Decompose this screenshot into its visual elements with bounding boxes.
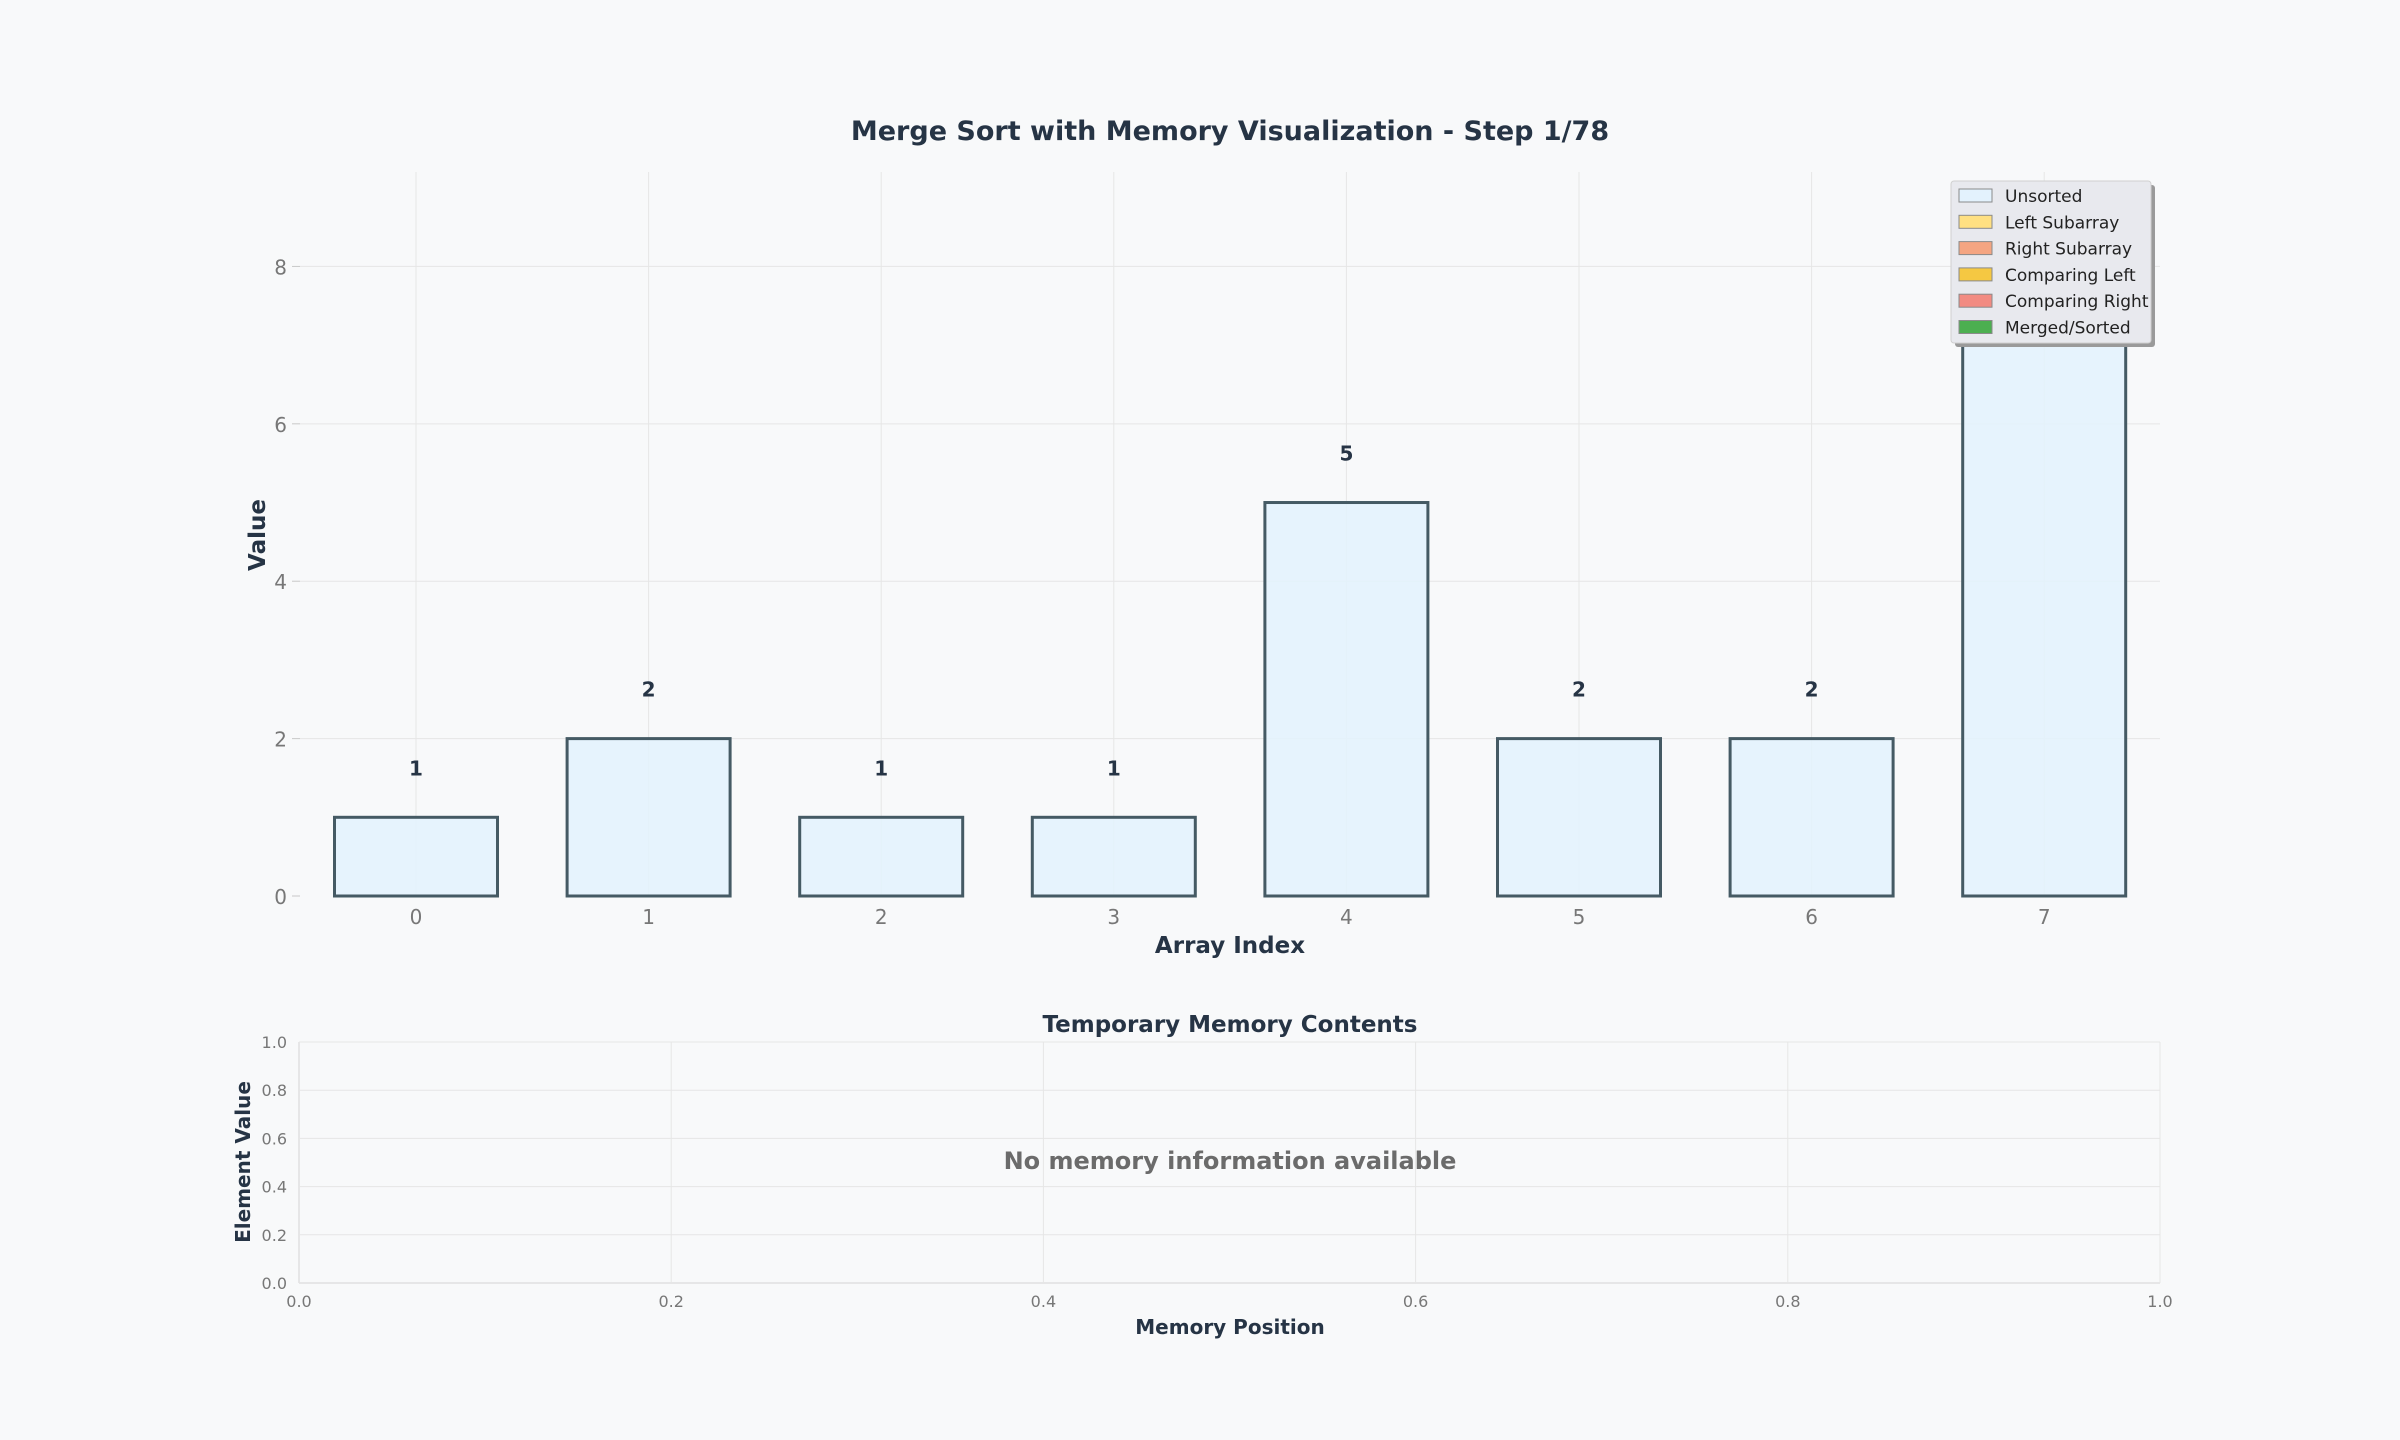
- bar-value-label: 2: [642, 678, 656, 702]
- memory-y-tick-label: 1.0: [262, 1033, 287, 1052]
- memory-x-tick-label: 0.4: [1031, 1292, 1056, 1311]
- main-x-tick-label: 0: [410, 905, 423, 929]
- legend-label: Unsorted: [2005, 187, 2082, 207]
- memory-x-tick-label: 0.6: [1403, 1292, 1428, 1311]
- main-y-axis-label: Value: [245, 499, 271, 571]
- bar-index-3: [1030, 815, 1197, 898]
- bar-value-label: 2: [1805, 678, 1819, 702]
- legend: Unsorted Left Subarray Right Subarray Compa…: [1950, 180, 2155, 347]
- memory-y-tick-label: 0.6: [262, 1129, 287, 1148]
- main-x-tick-label: 4: [1340, 905, 1353, 929]
- memory-ticks: 0.0 0.2 0.4 0.6 0.8 1.0 0.0 0.2 0.4 0.6 0.8 1.0: [262, 1033, 2173, 1311]
- memory-y-tick-label: 0.4: [262, 1178, 287, 1197]
- main-bar-chart: 0 2 4 6 8 0 1 2 3 4 5 6 7 1 2 1 1 5 2 2 Merge Sort with Me…: [245, 116, 2160, 959]
- legend-label: Right Subarray: [2005, 240, 2132, 260]
- memory-y-axis-label: Element Value: [231, 1081, 255, 1243]
- main-x-axis-label: Array Index: [1155, 933, 1305, 959]
- bar-index-5: [1496, 737, 1662, 898]
- memory-x-tick-label: 0.8: [1775, 1292, 1800, 1311]
- main-data-labels: 1 2 1 1 5 2 2: [409, 442, 1819, 781]
- main-y-tick-label: 8: [274, 255, 287, 279]
- bar-index-1: [565, 737, 732, 898]
- legend-label: Merged/Sorted: [2005, 319, 2131, 339]
- bar-index-4: [1263, 501, 1430, 898]
- memory-empty-message: No memory information available: [1004, 1147, 1457, 1175]
- main-y-tick-label: 0: [274, 885, 287, 909]
- legend-box: [1950, 180, 2152, 344]
- memory-chart: 0.0 0.2 0.4 0.6 0.8 1.0 0.0 0.2 0.4 0.6 0.8 1.0 Tem…: [231, 1012, 2173, 1339]
- main-bars: [333, 186, 2128, 898]
- memory-x-tick-label: 0.0: [286, 1292, 311, 1311]
- main-y-tick-label: 2: [274, 728, 287, 752]
- bar-index-0: [333, 815, 499, 898]
- memory-y-tick-label: 0.8: [262, 1081, 287, 1100]
- legend-label: Comparing Right: [2005, 292, 2149, 312]
- bar-value-label: 5: [1339, 442, 1353, 466]
- legend-swatch: [1958, 293, 1993, 308]
- legend-swatch: [1958, 241, 1993, 256]
- bar-value-label: 1: [409, 756, 423, 780]
- main-y-tick-label: 6: [274, 413, 287, 437]
- memory-x-tick-label: 0.2: [658, 1292, 683, 1311]
- legend-label: Comparing Left: [2005, 266, 2136, 286]
- memory-y-tick-label: 0.0: [262, 1274, 287, 1293]
- main-x-tick-label: 7: [2038, 905, 2051, 929]
- main-x-tick-label: 5: [1573, 905, 1586, 929]
- main-chart-title: Merge Sort with Memory Visualization - S…: [851, 116, 1609, 147]
- memory-grid: [298, 1041, 2161, 1284]
- memory-chart-title: Temporary Memory Contents: [1043, 1012, 1418, 1038]
- bar-index-6: [1728, 737, 1895, 898]
- main-x-tick-label: 3: [1107, 905, 1120, 929]
- main-x-tick-label: 2: [875, 905, 888, 929]
- main-ticks: 0 2 4 6 8 0 1 2 3 4 5 6 7: [274, 255, 2050, 929]
- legend-entries: Unsorted Left Subarray Right Subarray Compa…: [1958, 187, 2149, 339]
- legend-swatch: [1958, 188, 1993, 203]
- bar-value-label: 1: [1107, 756, 1121, 780]
- memory-x-axis-label: Memory Position: [1135, 1315, 1324, 1339]
- bar-value-label: 1: [874, 756, 888, 780]
- main-y-tick-label: 4: [274, 570, 287, 594]
- main-x-tick-label: 6: [1805, 905, 1818, 929]
- main-x-tick-label: 1: [642, 905, 655, 929]
- bar-index-2: [798, 815, 965, 898]
- legend-swatch: [1958, 320, 1993, 334]
- legend-swatch: [1958, 214, 1993, 229]
- bar-value-label: 2: [1572, 678, 1586, 702]
- memory-y-tick-label: 0.2: [262, 1226, 287, 1245]
- memory-x-tick-label: 1.0: [2147, 1292, 2172, 1311]
- legend-swatch: [1958, 267, 1993, 282]
- legend-label: Left Subarray: [2005, 213, 2119, 233]
